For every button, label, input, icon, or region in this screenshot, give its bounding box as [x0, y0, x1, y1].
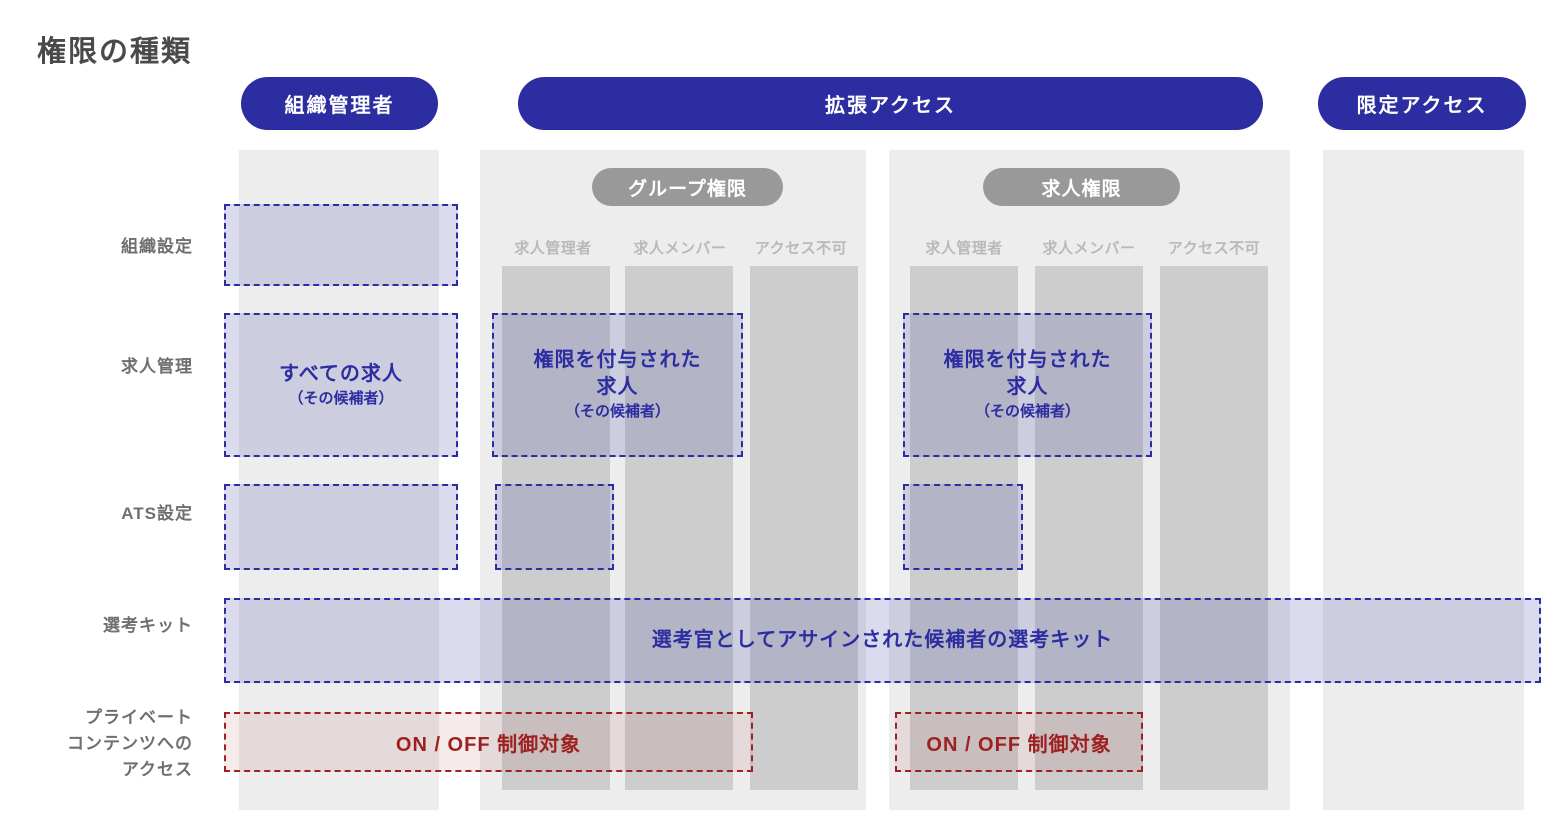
group-pill-job-permission: 求人権限	[983, 168, 1180, 206]
access-pill-extended: 拡張アクセス	[518, 77, 1263, 130]
panel-org-admin	[239, 150, 439, 810]
row-label-review-kit: 選考キット	[103, 616, 193, 635]
box-ats-settings-org-admin	[224, 484, 458, 570]
col-header-group-job-member: 求人メンバー	[633, 240, 727, 257]
col-header-group-job-admin: 求人管理者	[514, 240, 592, 257]
row-label-job-management: 求人管理	[121, 357, 193, 376]
on-off-label: ON / OFF 制御対象	[395, 733, 582, 756]
column-bar-group-job-admin	[502, 266, 610, 790]
granted-jobs-sub: （その候補者）	[974, 403, 1080, 420]
box-private-content-job: ON / OFF 制御対象	[895, 712, 1143, 772]
granted-jobs-line2: 求人	[596, 376, 639, 398]
box-ats-settings-group-job-admin	[495, 484, 614, 570]
column-bar-group-job-member	[625, 266, 733, 790]
granted-jobs-line1: 権限を付与された	[943, 349, 1112, 371]
granted-jobs-line1: 権限を付与された	[533, 349, 702, 371]
review-kit-note: 選考官としてアサインされた候補者の選考キット	[651, 629, 1114, 651]
row-label-private-line2: コンテンツへの	[67, 734, 193, 753]
box-review-kit-all: 選考官としてアサインされた候補者の選考キット	[224, 598, 1541, 683]
all-jobs-title: すべての求人	[279, 362, 403, 385]
row-label-private-content: プライベート コンテンツへの アクセス	[0, 705, 193, 783]
col-header-job-no-access: アクセス不可	[1167, 240, 1261, 257]
row-label-private-line3: アクセス	[121, 760, 193, 779]
box-all-jobs-org-admin: すべての求人 （その候補者）	[224, 313, 458, 457]
granted-jobs-line2: 求人	[1006, 376, 1049, 398]
col-header-job-job-member: 求人メンバー	[1042, 240, 1136, 257]
col-header-group-no-access: アクセス不可	[754, 240, 848, 257]
column-bar-group-no-access	[750, 266, 858, 790]
column-bar-job-job-admin	[910, 266, 1018, 790]
page-title: 権限の種類	[37, 36, 193, 68]
access-pill-limited: 限定アクセス	[1318, 77, 1526, 130]
box-granted-jobs-group-permission: 権限を付与された 求人 （その候補者）	[492, 313, 743, 457]
col-header-job-job-admin: 求人管理者	[925, 240, 1003, 257]
row-label-private-line1: プライベート	[85, 708, 193, 727]
on-off-label: ON / OFF 制御対象	[926, 733, 1112, 756]
all-jobs-sub: （その候補者）	[288, 389, 394, 407]
column-bar-job-job-member	[1035, 266, 1143, 790]
group-pill-group-permission: グループ権限	[592, 168, 783, 206]
granted-jobs-sub: （その候補者）	[564, 403, 670, 420]
column-bar-job-no-access	[1160, 266, 1268, 790]
row-label-ats-settings: ATS設定	[121, 504, 193, 523]
box-org-settings-org-admin	[224, 204, 458, 286]
row-label-org-settings: 組織設定	[121, 237, 193, 256]
box-ats-settings-job-job-admin	[903, 484, 1023, 570]
panel-limited-access	[1323, 150, 1524, 810]
box-granted-jobs-job-permission: 権限を付与された 求人 （その候補者）	[903, 313, 1152, 457]
access-pill-org-admin: 組織管理者	[241, 77, 438, 130]
box-private-content-org-and-group: ON / OFF 制御対象	[224, 712, 753, 772]
